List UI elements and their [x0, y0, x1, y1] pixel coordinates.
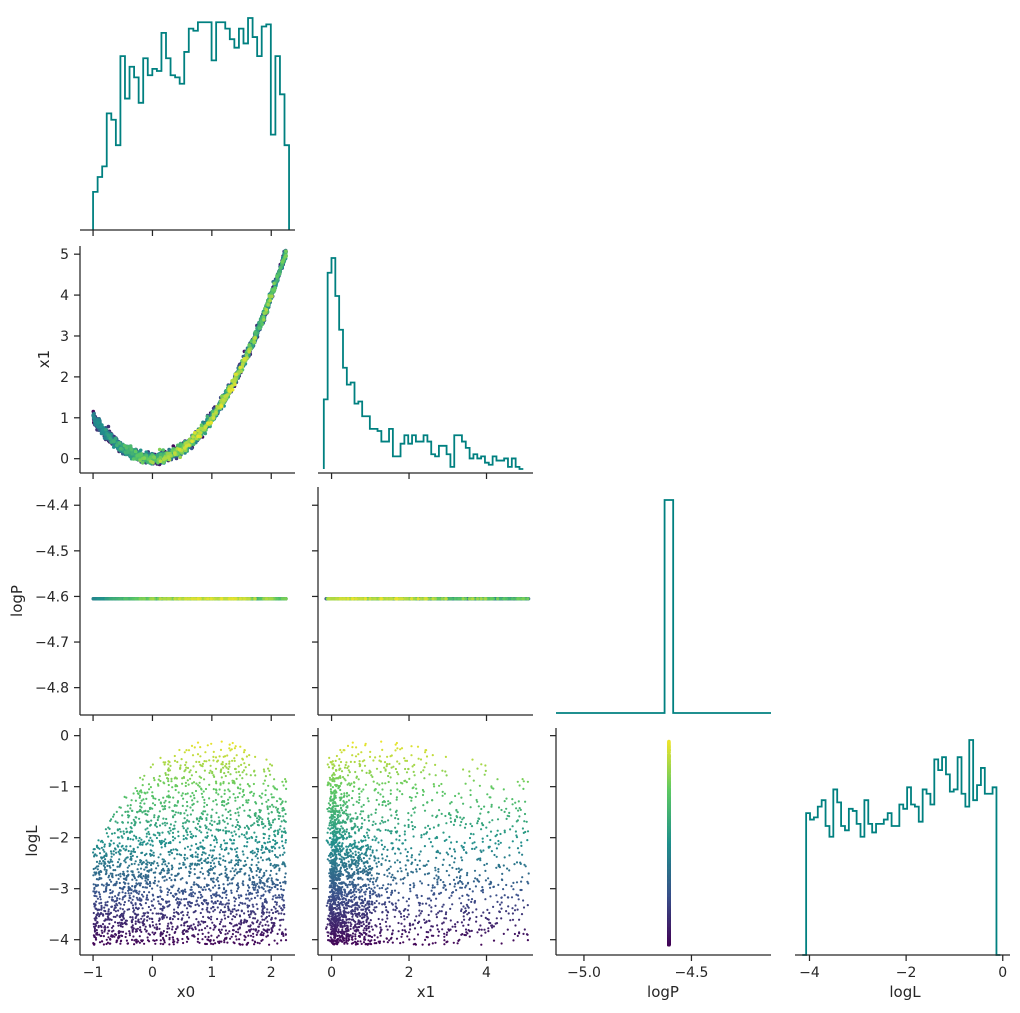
scatter-point [280, 260, 285, 264]
scatter-point [260, 322, 265, 327]
scatter-point [158, 459, 163, 464]
scatter-point [191, 435, 195, 439]
scatter-point [100, 597, 104, 601]
scatter-point [131, 457, 136, 461]
scatter-point [268, 298, 272, 303]
scatter-point [142, 456, 147, 460]
scatter-point [108, 436, 112, 441]
scatter-point [123, 597, 127, 601]
scatter-point [135, 454, 139, 458]
scatter-point [133, 449, 138, 454]
scatter-point [252, 339, 257, 344]
scatter-point [239, 369, 243, 374]
scatter-point [193, 431, 197, 435]
scatter-point [262, 318, 266, 322]
scatter-point [247, 349, 251, 354]
scatter-point [196, 434, 200, 439]
scatter-point [264, 308, 269, 312]
scatter-point [91, 416, 96, 420]
scatter-point [233, 372, 238, 377]
scatter-point [129, 447, 134, 452]
scatter-point [161, 448, 165, 452]
scatter-point [247, 343, 251, 347]
hist-x0-outline [92, 17, 290, 230]
scatter-point [230, 387, 235, 392]
scatter-point [199, 423, 204, 428]
panel-hist-x0 [80, 17, 295, 231]
scatter-point [178, 455, 182, 460]
scatter-point [189, 446, 194, 451]
scatter-point [271, 288, 276, 292]
scatter-point [173, 451, 177, 455]
scatter-point [112, 445, 116, 449]
scatter-point [117, 441, 122, 445]
scatter-point [152, 455, 156, 459]
scatter-point [277, 272, 282, 276]
hist-x1-outline [322, 257, 524, 470]
scatter-point [253, 336, 257, 340]
panel-scatter-x0-x1: x1 [35, 246, 295, 474]
scatter-point [242, 357, 247, 361]
scatter-point [278, 266, 283, 270]
scatter-point [104, 427, 108, 432]
scatter-point [122, 443, 127, 448]
scatter-point [206, 421, 210, 426]
scatter-point [112, 439, 116, 444]
scatter-point [134, 597, 138, 601]
scatter-point [225, 393, 229, 397]
scatter-point [212, 416, 216, 420]
scatter-point [128, 444, 133, 448]
scatter-point [157, 447, 162, 452]
scatter-point [257, 326, 262, 331]
scatter-point [284, 249, 288, 254]
scatter-point [253, 330, 258, 334]
scatter-point [203, 431, 208, 436]
scatter-point [117, 597, 122, 601]
scatter-point [106, 424, 111, 429]
scatter-point [119, 446, 123, 451]
scatter-point [112, 597, 116, 601]
scatter-point [115, 443, 119, 448]
scatter-point [177, 447, 182, 452]
scatter-point [184, 444, 189, 448]
scatter-point [205, 414, 210, 419]
ylabel-x1: x1 [35, 350, 53, 368]
scatter-point [161, 457, 166, 462]
scatter-point [238, 365, 243, 370]
scatter-point [125, 449, 130, 454]
scatter-point [151, 460, 155, 465]
scatter-point [96, 421, 101, 425]
scatter-point [230, 384, 234, 389]
scatter-point [203, 425, 208, 430]
scatter-point [266, 302, 270, 307]
scatter-point [270, 294, 274, 299]
scatter-point [214, 410, 218, 415]
scatter-point [233, 382, 237, 387]
scatter-point [139, 453, 143, 457]
scatter-point [196, 428, 200, 433]
panel-hist-x1 [318, 257, 533, 474]
scatter-x0-x1-points [91, 248, 288, 467]
scatter-point [190, 439, 194, 444]
scatter-point [96, 597, 101, 601]
scatter-point [272, 281, 276, 286]
scatter-point [100, 423, 104, 427]
scatter-point [106, 433, 111, 438]
scatter-point [219, 404, 224, 409]
scatter-point [221, 398, 226, 402]
scatter-point [166, 455, 171, 460]
scatter-point [275, 275, 279, 279]
scatter-x0-logP-points [91, 597, 288, 601]
scatter-point [138, 458, 142, 463]
scatter-point [283, 255, 287, 259]
scatter-point [262, 311, 267, 316]
scatter-point [130, 452, 135, 456]
scatter-point [209, 420, 213, 425]
